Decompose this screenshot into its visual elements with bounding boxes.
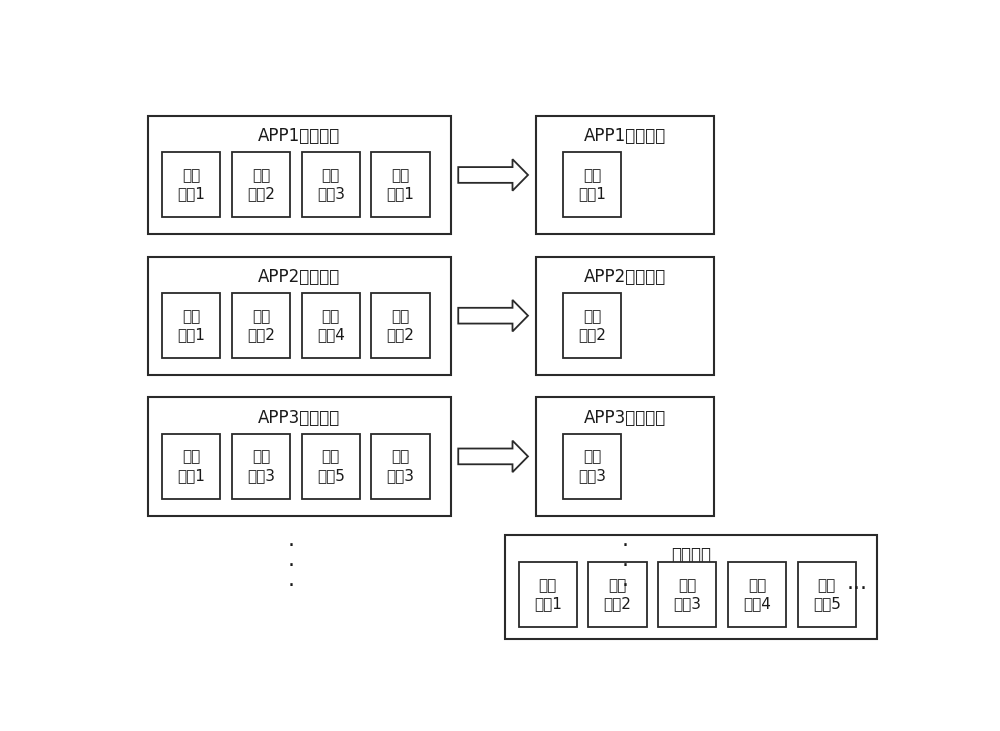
Bar <box>371 293 430 358</box>
Bar <box>148 398 450 515</box>
Text: 模型
文件5: 模型 文件5 <box>317 450 345 483</box>
Text: ·
·
·: · · · <box>288 536 295 596</box>
Bar <box>148 116 450 234</box>
Bar <box>519 562 577 627</box>
Text: APP2打包文件: APP2打包文件 <box>258 268 340 286</box>
Bar <box>148 257 450 375</box>
Text: 模型
文件4: 模型 文件4 <box>317 308 345 342</box>
Text: 模型
文件2: 模型 文件2 <box>247 168 275 202</box>
Text: 其他
文件3: 其他 文件3 <box>578 450 606 483</box>
Text: 模型文件: 模型文件 <box>671 547 711 564</box>
Bar <box>371 153 430 217</box>
Bar <box>302 293 360 358</box>
Bar <box>563 293 621 358</box>
Text: 模型
文件3: 模型 文件3 <box>247 450 275 483</box>
Text: 模型
文件3: 模型 文件3 <box>673 577 701 611</box>
Bar <box>162 293 220 358</box>
Bar <box>536 398 714 515</box>
Text: 其他
文件2: 其他 文件2 <box>387 308 414 342</box>
Text: 其他
文件2: 其他 文件2 <box>578 308 606 342</box>
Text: 模型
文件1: 模型 文件1 <box>177 450 205 483</box>
Text: APP2打包文件: APP2打包文件 <box>584 268 666 286</box>
Bar <box>658 562 716 627</box>
Text: 模型
文件2: 模型 文件2 <box>604 577 631 611</box>
Text: APP3打包文件: APP3打包文件 <box>584 409 666 427</box>
Bar <box>302 153 360 217</box>
Bar <box>563 434 621 499</box>
Text: APP1打包文件: APP1打包文件 <box>584 127 666 145</box>
Text: ·
·
·: · · · <box>621 536 628 596</box>
Text: 其他
文件1: 其他 文件1 <box>578 168 606 202</box>
Text: 模型
文件2: 模型 文件2 <box>247 308 275 342</box>
Bar <box>232 153 290 217</box>
Text: 模型
文件3: 模型 文件3 <box>317 168 345 202</box>
Polygon shape <box>458 441 528 472</box>
Text: 模型
文件1: 模型 文件1 <box>534 577 562 611</box>
Text: 模型
文件4: 模型 文件4 <box>743 577 771 611</box>
Bar <box>728 562 786 627</box>
Bar <box>588 562 647 627</box>
Bar <box>302 434 360 499</box>
Text: 其他
文件1: 其他 文件1 <box>387 168 414 202</box>
Text: 其他
文件3: 其他 文件3 <box>387 450 415 483</box>
Text: APP3打包文件: APP3打包文件 <box>258 409 340 427</box>
Polygon shape <box>458 159 528 191</box>
Polygon shape <box>458 300 528 331</box>
Text: 模型
文件5: 模型 文件5 <box>813 577 841 611</box>
Bar <box>798 562 856 627</box>
Bar <box>371 434 430 499</box>
Bar <box>563 153 621 217</box>
Text: ···: ··· <box>847 579 868 599</box>
Bar <box>162 153 220 217</box>
Text: APP1打包文件: APP1打包文件 <box>258 127 340 145</box>
Text: 模型
文件1: 模型 文件1 <box>177 308 205 342</box>
Text: 模型
文件1: 模型 文件1 <box>177 168 205 202</box>
Bar <box>505 535 877 640</box>
Bar <box>162 434 220 499</box>
Bar <box>232 434 290 499</box>
Bar <box>536 116 714 234</box>
Bar <box>536 257 714 375</box>
Bar <box>232 293 290 358</box>
